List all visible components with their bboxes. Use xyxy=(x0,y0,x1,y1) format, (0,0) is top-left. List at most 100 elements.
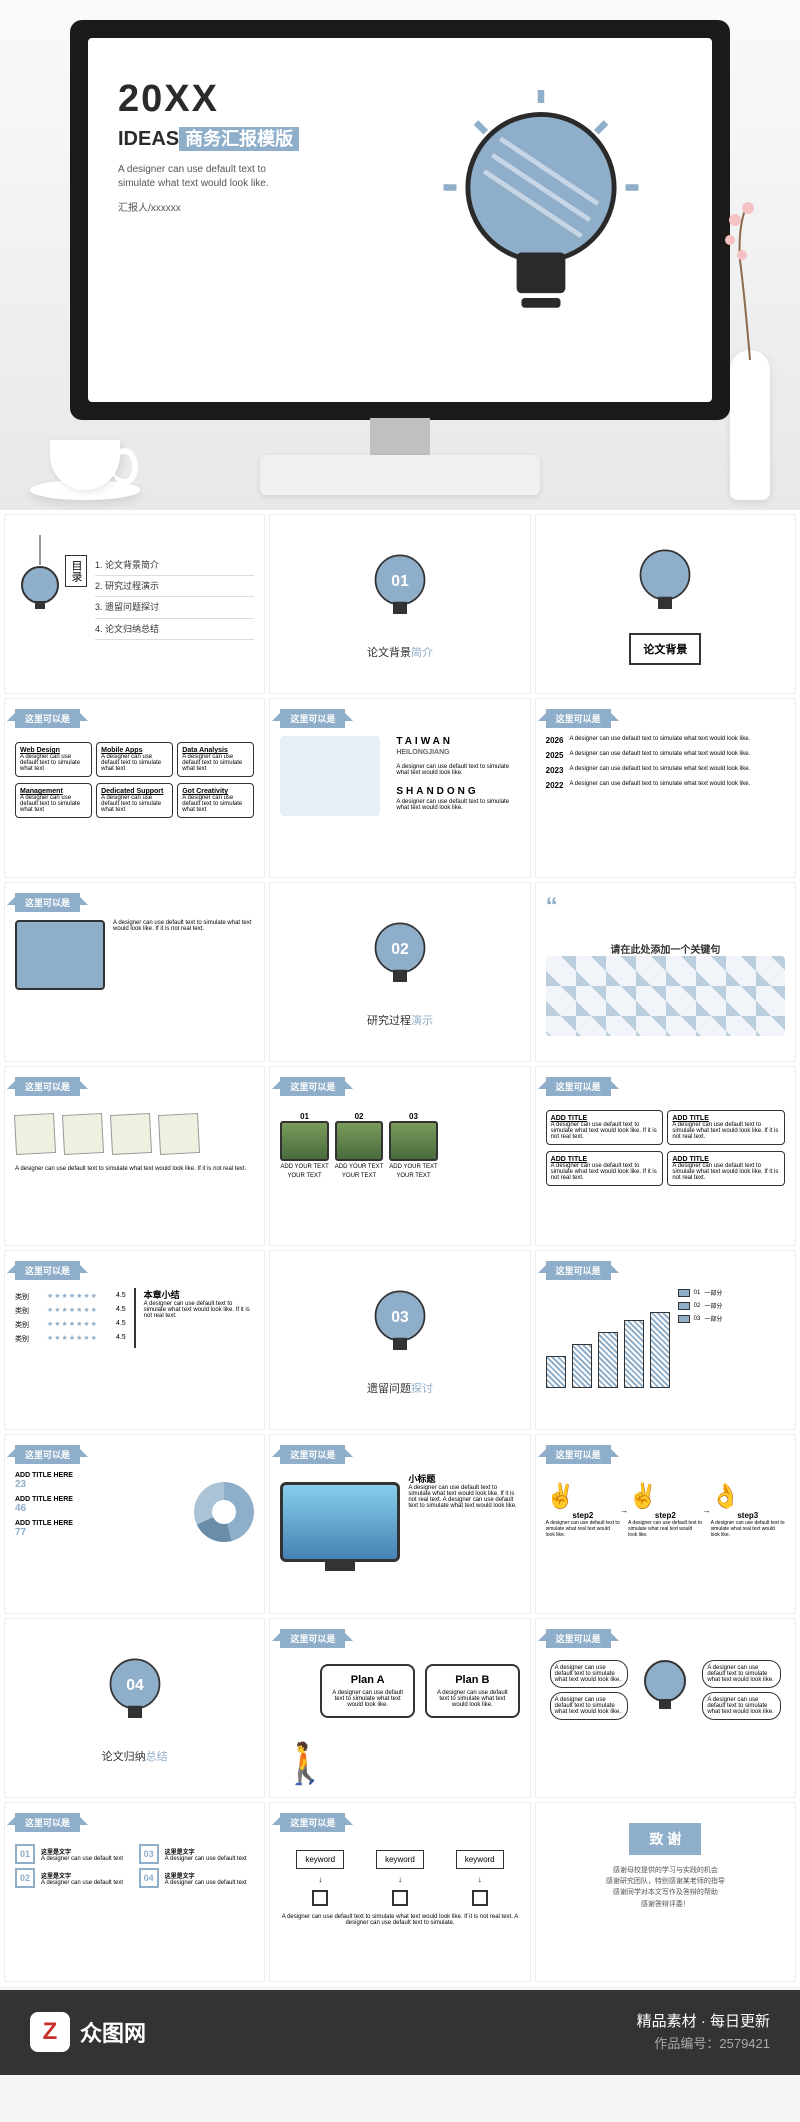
feature-box: Got CreativityA designer can use default… xyxy=(177,783,254,818)
hand-icon: ✌ xyxy=(546,1482,620,1511)
banner: 这里可以是 xyxy=(546,1629,611,1648)
world-map-icon xyxy=(546,956,785,1036)
svg-text:03: 03 xyxy=(391,1309,409,1326)
legend-box xyxy=(678,1289,690,1297)
timeline-item: 2026A designer can use default text to s… xyxy=(546,736,785,745)
arrow-row: ↓↓↓ xyxy=(280,1875,519,1884)
banner: 这里可以是 xyxy=(280,1445,345,1464)
toc-label: 目录 xyxy=(65,555,87,587)
slide-ratings: 这里可以是 类别★★★★★★★4.5 类别★★★★★★★4.5 类别★★★★★★… xyxy=(4,1250,265,1430)
toc-list: 1. 论文背景简介 2. 研究过程演示 3. 遗留问题探讨 4. 论文归纳总结 xyxy=(95,555,254,640)
slide-world-map: “ 请在此处添加一个关键句 xyxy=(535,882,796,1062)
photo-placeholder xyxy=(389,1121,437,1161)
slide-timeline: 这里可以是 2026A designer can use default tex… xyxy=(535,698,796,878)
sticky-note-icon xyxy=(14,1113,56,1155)
title-slide: 20XX IDEAS商务汇报模版 A designer can use defa… xyxy=(88,38,712,402)
section-title: 论文归纳总结 xyxy=(102,1748,168,1764)
quote-icon: “ xyxy=(546,893,558,920)
hand-icon: ✌ xyxy=(628,1482,702,1511)
banner: 这里可以是 xyxy=(15,1261,80,1280)
banner: 这里可以是 xyxy=(15,709,80,728)
title-box: ADD TITLEA designer can use default text… xyxy=(667,1110,785,1145)
keyword-box: keyword xyxy=(456,1850,504,1869)
feature-box: Mobile AppsA designer can use default te… xyxy=(96,742,173,777)
logo-icon: Z xyxy=(30,2012,70,2052)
slide-six-boxes: 这里可以是 Web DesignA designer can use defau… xyxy=(4,698,265,878)
banner: 这里可以是 xyxy=(15,1445,80,1464)
footer: Z 众图网 精品素材 · 每日更新 作品编号：2579421 xyxy=(0,1990,800,2075)
bg-title: 论文背景 xyxy=(629,633,701,665)
slide-section-3: 03 遗留问题探讨 xyxy=(269,1250,530,1430)
arrow-icon: → xyxy=(703,1506,711,1515)
speech-bubble: A designer can use default text to simul… xyxy=(702,1660,781,1688)
bulb-icon: 01 xyxy=(365,548,435,638)
banner: 这里可以是 xyxy=(546,1261,611,1280)
bar xyxy=(546,1356,566,1388)
slide-grid: 目录 1. 论文背景简介 2. 研究过程演示 3. 遗留问题探讨 4. 论文归纳… xyxy=(0,510,800,1986)
slide-thanks: 致 谢 感谢母校提供的学习与实践的机会 感谢研究团队，特别感谢某老师的指导 感谢… xyxy=(535,1802,796,1982)
legend-box xyxy=(678,1315,690,1323)
slide-numbered: 这里可以是 01这里是文字A designer can use default … xyxy=(4,1802,265,1982)
hero-section: 20XX IDEAS商务汇报模版 A designer can use defa… xyxy=(0,0,800,510)
legend-item: 01一部分 xyxy=(678,1288,785,1297)
sticky-note-icon xyxy=(62,1113,104,1155)
lightbulb-icon xyxy=(400,78,682,362)
slide-steps: 这里可以是 ✌step2A designer can use default t… xyxy=(535,1434,796,1614)
cube-icon xyxy=(312,1890,328,1906)
slide-four-titles: 这里可以是 ADD TITLEA designer can use defaul… xyxy=(535,1066,796,1246)
legend-box xyxy=(678,1302,690,1310)
vase xyxy=(730,350,770,500)
rating-row: 类别★★★★★★★4.5 xyxy=(15,1306,126,1316)
banner: 这里可以是 xyxy=(280,1629,345,1648)
banner: 这里可以是 xyxy=(280,709,345,728)
slide-pie: 这里可以是 ADD TITLE HERE23 ADD TITLE HERE46 … xyxy=(4,1434,265,1614)
bar xyxy=(572,1344,592,1388)
donut-chart xyxy=(194,1482,254,1542)
flower-branch xyxy=(720,200,780,360)
keyword-box: keyword xyxy=(296,1850,344,1869)
bar xyxy=(598,1332,618,1388)
footer-meta: 精品素材 · 每日更新 作品编号：2579421 xyxy=(637,2010,770,2055)
banner: 这里可以是 xyxy=(15,1077,80,1096)
tv-icon xyxy=(280,1482,400,1562)
section-title: 研究过程演示 xyxy=(367,1012,433,1028)
bulb-icon: 04 xyxy=(100,1652,170,1742)
speech-bubble: A designer can use default text to simul… xyxy=(550,1660,629,1688)
bulb-icon: 03 xyxy=(365,1284,435,1374)
cube-icon xyxy=(472,1890,488,1906)
bar-chart xyxy=(546,1308,670,1388)
banner: 这里可以是 xyxy=(280,1813,345,1832)
legend-item: 03一部分 xyxy=(678,1314,785,1323)
bulb-icon: 02 xyxy=(365,916,435,1006)
title-box: ADD TITLEA designer can use default text… xyxy=(546,1151,664,1186)
thanks-banner: 致 谢 xyxy=(629,1823,701,1855)
title-box: ADD TITLEA designer can use default text… xyxy=(667,1151,785,1186)
rating-row: 类别★★★★★★★4.5 xyxy=(15,1334,126,1344)
hand-step: 👌step3A designer can use default text to… xyxy=(711,1482,785,1538)
plan-a: Plan AA designer can use default text to… xyxy=(320,1664,415,1718)
timeline-item: 2025A designer can use default text to s… xyxy=(546,751,785,760)
hanging-bulb-icon xyxy=(15,535,65,625)
year-text: 20XX xyxy=(118,78,400,121)
keyword-sentence: 请在此处添加一个关键句 xyxy=(546,941,785,956)
image-placeholder xyxy=(15,920,105,990)
section-title: 遗留问题探讨 xyxy=(367,1380,433,1396)
slide-photos: 这里可以是 01ADD YOUR TEXTYOUR TEXT 02ADD YOU… xyxy=(269,1066,530,1246)
rating-row: 类别★★★★★★★4.5 xyxy=(15,1320,126,1330)
svg-text:02: 02 xyxy=(391,941,409,958)
svg-text:04: 04 xyxy=(126,1677,144,1694)
photo-placeholder xyxy=(335,1121,383,1161)
num-item: 04这里是文字A designer can use default text xyxy=(139,1868,255,1888)
slide-tv: 这里可以是 小标题A designer can use default text… xyxy=(269,1434,530,1614)
feature-box: Web DesignA designer can use default tex… xyxy=(15,742,92,777)
person-icon: 🚶 xyxy=(280,1740,330,1787)
banner: 这里可以是 xyxy=(546,709,611,728)
slide-notes: 这里可以是 A designer can use default text to… xyxy=(4,1066,265,1246)
slide-bubbles: 这里可以是 A designer can use default text to… xyxy=(535,1618,796,1798)
slide-section-1: 01 论文背景简介 xyxy=(269,514,530,694)
monitor-frame: 20XX IDEAS商务汇报模版 A designer can use defa… xyxy=(70,20,730,420)
cube-icon xyxy=(392,1890,408,1906)
legend-item: 02一部分 xyxy=(678,1301,785,1310)
photo-placeholder xyxy=(280,1121,328,1161)
slide-bg-title: 论文背景 xyxy=(535,514,796,694)
